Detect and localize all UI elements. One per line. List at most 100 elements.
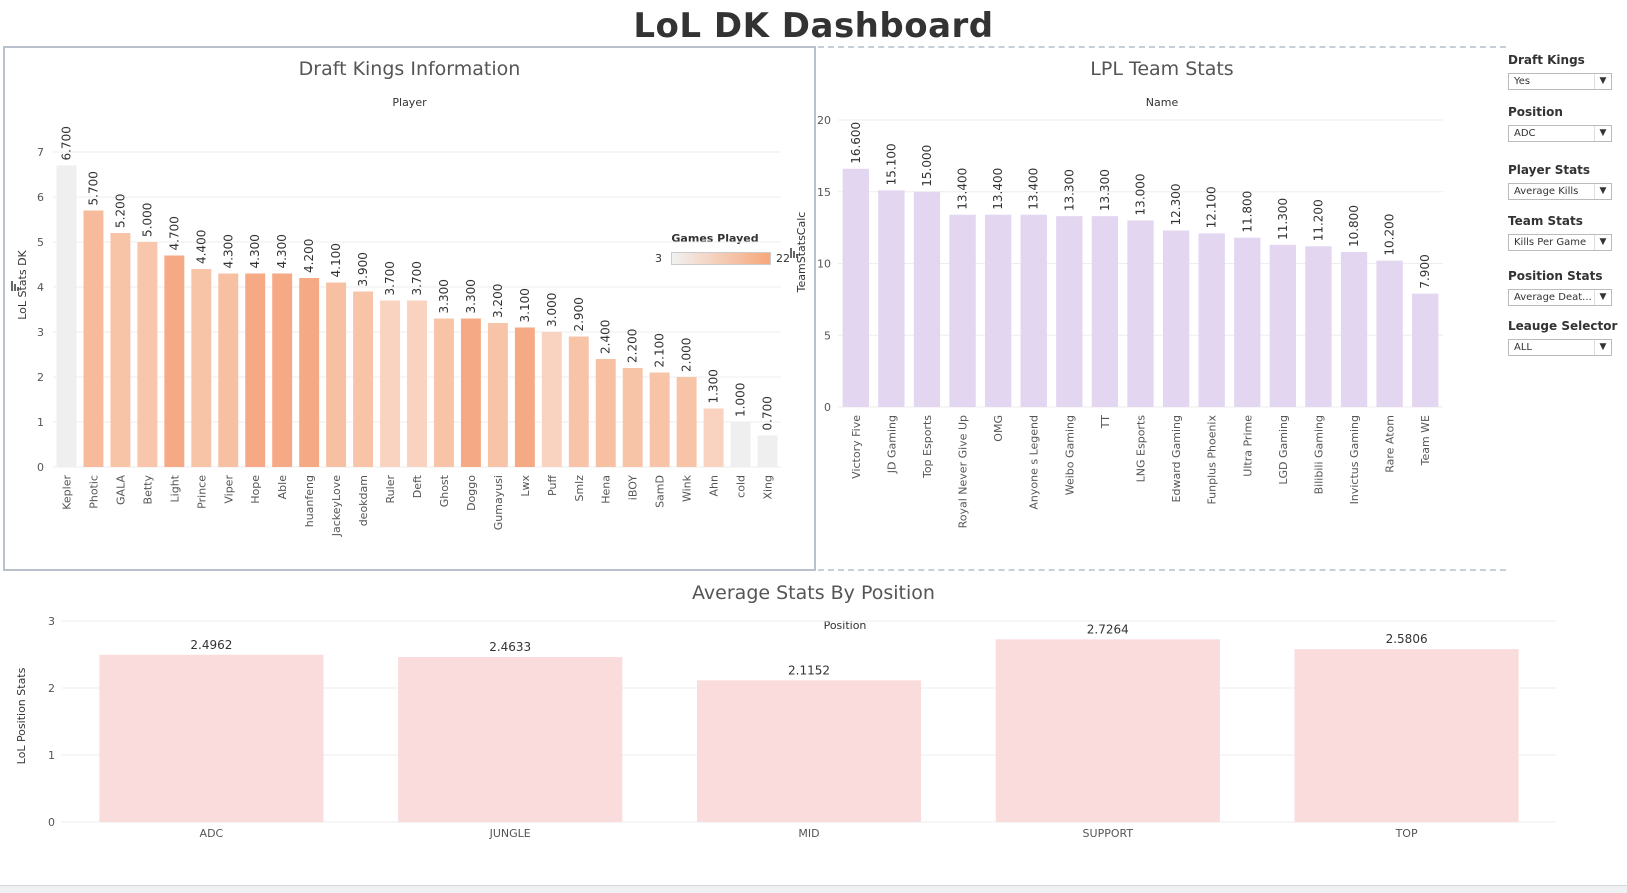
lpl-bar [1234,237,1261,407]
dk-y-tick-label: 7 [37,146,44,159]
dk-panel-title: Draft Kings Information [298,58,521,80]
dk-category-label: GALA [114,475,127,505]
dk-category-label: Light [168,474,181,502]
pos-bar [696,680,922,822]
filter-draft-kings: Draft Kings Yes ▼ [1508,53,1623,90]
draft-kings-dropdown[interactable]: Yes ▼ [1508,73,1612,90]
lpl-value-label: 13.400 [991,168,1005,210]
dk-value-label: 5.200 [113,194,127,228]
pos-bar [1294,649,1519,822]
dk-value-label: 2.200 [626,329,640,363]
lpl-panel: LPL Team Stats Name [818,46,1506,571]
lpl-bar [1127,220,1154,407]
lpl-value-label: 11.800 [1240,191,1254,233]
lpl-category-label: Top Esports [921,415,934,479]
filter-league-selector: Leauge Selector ALL ▼ [1508,319,1623,356]
dk-category-label: Hena [600,475,613,504]
dk-bar [137,242,158,467]
chevron-down-icon[interactable]: ▼ [1594,290,1611,305]
position-dropdown[interactable]: ADC ▼ [1508,125,1612,142]
lpl-y-tick-label: 5 [824,329,831,342]
dk-bar [56,165,77,467]
lpl-category-label: Weibo Gaming [1063,415,1076,495]
chevron-down-icon[interactable]: ▼ [1594,126,1611,141]
dk-value-label: 3.300 [437,279,451,313]
filter-label: Position Stats [1508,269,1603,283]
lpl-value-label: 11.200 [1311,199,1325,241]
lpl-category-label: Ultra Prime [1241,415,1254,477]
dk-bar [191,269,212,467]
filter-label: Team Stats [1508,214,1583,228]
dk-value-label: 2.400 [599,320,613,354]
filter-label: Draft Kings [1508,53,1585,67]
dropdown-value: Average Kills [1514,186,1579,197]
chevron-down-icon[interactable]: ▼ [1594,184,1611,199]
player-stats-dropdown[interactable]: Average Kills ▼ [1508,183,1612,200]
lpl-value-label: 10.200 [1383,214,1397,256]
filter-position-stats: Position Stats Average Deat... ▼ [1508,269,1623,306]
dk-category-label: Able [276,475,289,500]
dk-category-label: Doggo [465,475,478,511]
dk-value-label: 6.700 [59,126,73,160]
lpl-bar [1305,246,1332,407]
lpl-value-label: 12.300 [1169,183,1183,225]
league-selector-dropdown[interactable]: ALL ▼ [1508,339,1612,356]
lpl-bar [1162,230,1190,407]
dk-bar [730,422,751,467]
sort-icon [11,281,19,291]
lpl-value-label: 13.000 [1134,173,1148,215]
lpl-category-label: Royal Never Give Up [957,415,970,528]
lpl-value-label: 10.800 [1347,205,1361,247]
position-panel-title: Average Stats By Position [692,582,935,604]
dk-value-label: 5.700 [86,171,100,205]
dk-value-label: 1.000 [734,383,748,417]
dk-category-label: cold [735,475,748,498]
pos-bar [398,656,623,822]
dk-value-label: 5.000 [140,203,154,237]
dashboard-title: LoL DK Dashboard [633,6,994,46]
dk-bar [649,372,670,467]
lpl-category-label: Edward Gaming [1170,415,1183,502]
dk-category-label: Xing [762,475,775,500]
chevron-down-icon[interactable]: ▼ [1594,235,1611,250]
team-stats-dropdown[interactable]: Kills Per Game ▼ [1508,234,1612,251]
dk-category-label: huanfeng [303,475,316,527]
dk-bar [326,282,347,467]
lpl-panel-title: LPL Team Stats [1090,58,1234,80]
lpl-column-header: Name [1145,96,1179,109]
lpl-bar [1269,244,1297,407]
pos-bar [99,654,324,822]
chevron-down-icon[interactable]: ▼ [1594,74,1611,89]
position-stats-dropdown[interactable]: Average Deat... ▼ [1508,289,1612,306]
dk-y-axis-title: LoL Stats DK [16,249,29,319]
chevron-down-icon[interactable]: ▼ [1594,340,1611,355]
dk-category-label: SamD [654,475,667,508]
dk-value-label: 4.400 [194,230,208,264]
pos-value-label: 2.7264 [1087,622,1129,636]
dk-y-tick-label: 6 [37,191,44,204]
dk-value-label: 3.700 [383,261,397,295]
filter-label: Position [1508,105,1563,119]
filter-position: Position ADC ▼ [1508,105,1623,142]
dk-bar [433,318,454,467]
dk-bar [353,291,374,467]
lpl-category-label: Team WE [1419,415,1432,466]
lpl-category-label: LNG Esports [1135,415,1148,483]
dk-bar [245,273,266,467]
lpl-value-label: 15.000 [920,145,934,187]
lpl-bar [842,168,869,407]
dk-value-label: 4.300 [248,234,262,268]
filter-label: Player Stats [1508,163,1591,177]
dk-value-label: 1.300 [707,369,721,403]
dropdown-value: ALL [1514,342,1532,353]
dropdown-value: Average Deat... [1514,292,1592,303]
dk-value-label: 4.100 [329,243,343,277]
dk-bar [676,377,697,467]
lpl-category-label: Rare Atom [1384,415,1397,473]
dk-y-tick-label: 0 [37,461,44,474]
dk-value-label: 3.300 [464,279,478,313]
dk-category-label: Photic [87,475,100,509]
lpl-bar [984,214,1012,407]
